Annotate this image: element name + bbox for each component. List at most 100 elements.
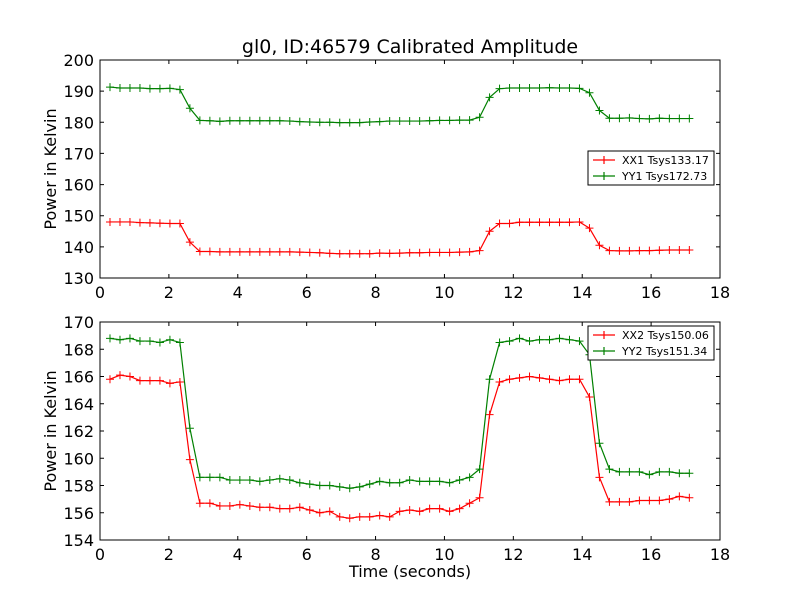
- x-tick-label-p0-6: 12: [503, 283, 523, 302]
- data-point-p1-s0-22: [325, 507, 334, 516]
- series-line-p1-s1: [109, 337, 690, 489]
- data-point-p1-s0-14: [245, 501, 254, 510]
- data-point-p0-s0-56: [665, 245, 674, 254]
- data-point-p0-s1-47: [575, 84, 584, 93]
- data-point-p0-s0-34: [445, 248, 454, 257]
- data-point-p1-s0-37: [475, 493, 484, 502]
- data-point-p0-s0-50: [605, 246, 614, 255]
- data-point-p1-s0-40: [505, 375, 514, 384]
- data-point-p1-s1-12: [225, 476, 234, 485]
- data-point-p1-s1-0: [105, 334, 114, 343]
- data-point-p1-s1-27: [375, 477, 384, 486]
- data-point-p1-s0-21: [315, 508, 324, 517]
- data-point-p0-s0-2: [125, 217, 134, 226]
- data-point-p0-s0-49: [595, 241, 604, 250]
- data-point-p1-s0-27: [375, 511, 384, 520]
- x-tick-label-p1-9: 18: [710, 545, 730, 564]
- data-point-p1-s0-46: [565, 375, 574, 384]
- data-point-p1-s1-19: [295, 478, 304, 487]
- data-point-p0-s0-33: [435, 248, 444, 257]
- data-point-p1-s0-30: [405, 506, 414, 515]
- data-point-p0-s0-47: [575, 217, 584, 226]
- data-point-p1-s1-7: [175, 338, 184, 347]
- data-point-p0-s0-28: [385, 249, 394, 258]
- data-point-p0-s1-34: [445, 116, 454, 125]
- data-point-p1-s1-47: [575, 337, 584, 346]
- data-point-p1-s1-29: [395, 478, 404, 487]
- data-point-p1-s1-50: [605, 465, 614, 474]
- data-point-p1-s0-23: [335, 512, 344, 521]
- data-point-p0-s0-48: [585, 224, 594, 233]
- data-point-p1-s1-20: [305, 480, 314, 489]
- data-point-p0-s1-6: [165, 84, 174, 93]
- data-point-p0-s1-2: [125, 84, 134, 93]
- data-point-p1-s0-3: [135, 376, 144, 385]
- data-point-p0-s0-0: [105, 217, 114, 226]
- data-point-p1-s0-35: [455, 504, 464, 513]
- y-tick-label-p1-2: 158: [63, 477, 94, 496]
- data-point-p0-s1-26: [365, 117, 374, 126]
- y-tick-label-p0-4: 170: [63, 144, 94, 163]
- data-point-p1-s0-52: [625, 497, 634, 506]
- data-point-p0-s0-55: [655, 246, 664, 255]
- axes-frame-0: [99, 59, 721, 279]
- data-point-p0-s0-54: [645, 246, 654, 255]
- data-point-p0-s1-16: [265, 116, 274, 125]
- data-point-p0-s0-30: [405, 248, 414, 257]
- data-point-p1-s1-41: [515, 334, 524, 343]
- y-tick-label-p1-8: 170: [63, 313, 94, 332]
- chart-title: gl0, ID:46579 Calibrated Amplitude: [242, 36, 578, 58]
- data-point-p0-s1-20: [305, 117, 314, 126]
- data-point-p0-s1-12: [225, 116, 234, 125]
- data-point-p1-s0-51: [615, 497, 624, 506]
- data-point-p1-s0-50: [605, 497, 614, 506]
- legend-swatch-p1-s1: [593, 347, 615, 355]
- data-point-p0-s1-37: [475, 113, 484, 122]
- data-point-p1-s0-42: [525, 372, 534, 381]
- data-point-p0-s1-7: [175, 85, 184, 94]
- data-point-p1-s0-7: [175, 377, 184, 386]
- data-point-p0-s0-27: [375, 249, 384, 258]
- data-point-p0-s1-29: [395, 117, 404, 126]
- top-subplot: 0 2 4 6 8 10 12 14 16 18 130 140 150 160 170 180 190 200 P…: [41, 51, 730, 302]
- x-tick-label-p0-5: 10: [434, 283, 454, 302]
- data-point-p0-s1-15: [255, 116, 264, 125]
- data-point-p1-s1-45: [555, 334, 564, 343]
- data-point-p1-s0-34: [445, 507, 454, 516]
- data-point-p1-s1-2: [125, 334, 134, 343]
- data-point-p0-s1-3: [135, 84, 144, 93]
- data-point-p0-s0-39: [495, 219, 504, 228]
- data-point-p0-s0-41: [515, 218, 524, 227]
- data-point-p1-s0-47: [575, 375, 584, 384]
- y-tick-label-p1-3: 160: [63, 449, 94, 468]
- data-point-p1-s0-18: [285, 504, 294, 513]
- data-point-p0-s1-10: [205, 116, 214, 125]
- data-point-p1-s0-11: [215, 501, 224, 510]
- data-point-p1-s1-8: [185, 424, 194, 433]
- data-point-p1-s1-37: [475, 465, 484, 474]
- data-point-p0-s0-22: [325, 249, 334, 258]
- series-line-p1-s0: [109, 374, 690, 519]
- data-point-p0-s0-7: [175, 219, 184, 228]
- data-point-p1-s0-36: [465, 499, 474, 508]
- data-point-p1-s1-10: [205, 473, 214, 482]
- data-point-p1-s1-35: [455, 476, 464, 485]
- data-point-p1-s1-44: [545, 335, 554, 344]
- data-point-p1-s1-6: [165, 335, 174, 344]
- data-point-p1-s1-30: [405, 476, 414, 485]
- data-point-p1-s0-8: [185, 455, 194, 464]
- data-point-p1-s1-24: [345, 484, 354, 493]
- data-point-p0-s0-35: [455, 248, 464, 257]
- data-point-p1-s1-56: [665, 467, 674, 476]
- data-point-p1-s0-54: [645, 496, 654, 505]
- data-point-p0-s0-8: [185, 238, 194, 247]
- data-point-p0-s0-31: [415, 248, 424, 257]
- data-point-p1-s1-15: [255, 477, 264, 486]
- data-point-p0-s0-52: [625, 246, 634, 255]
- data-point-p0-s0-53: [635, 246, 644, 255]
- data-point-p0-s1-22: [325, 118, 334, 127]
- data-point-p0-s1-14: [245, 116, 254, 125]
- y-tick-label-p0-0: 130: [63, 269, 94, 288]
- x-axis-label-1: Time (seconds): [348, 562, 471, 581]
- data-point-p0-s1-19: [295, 117, 304, 126]
